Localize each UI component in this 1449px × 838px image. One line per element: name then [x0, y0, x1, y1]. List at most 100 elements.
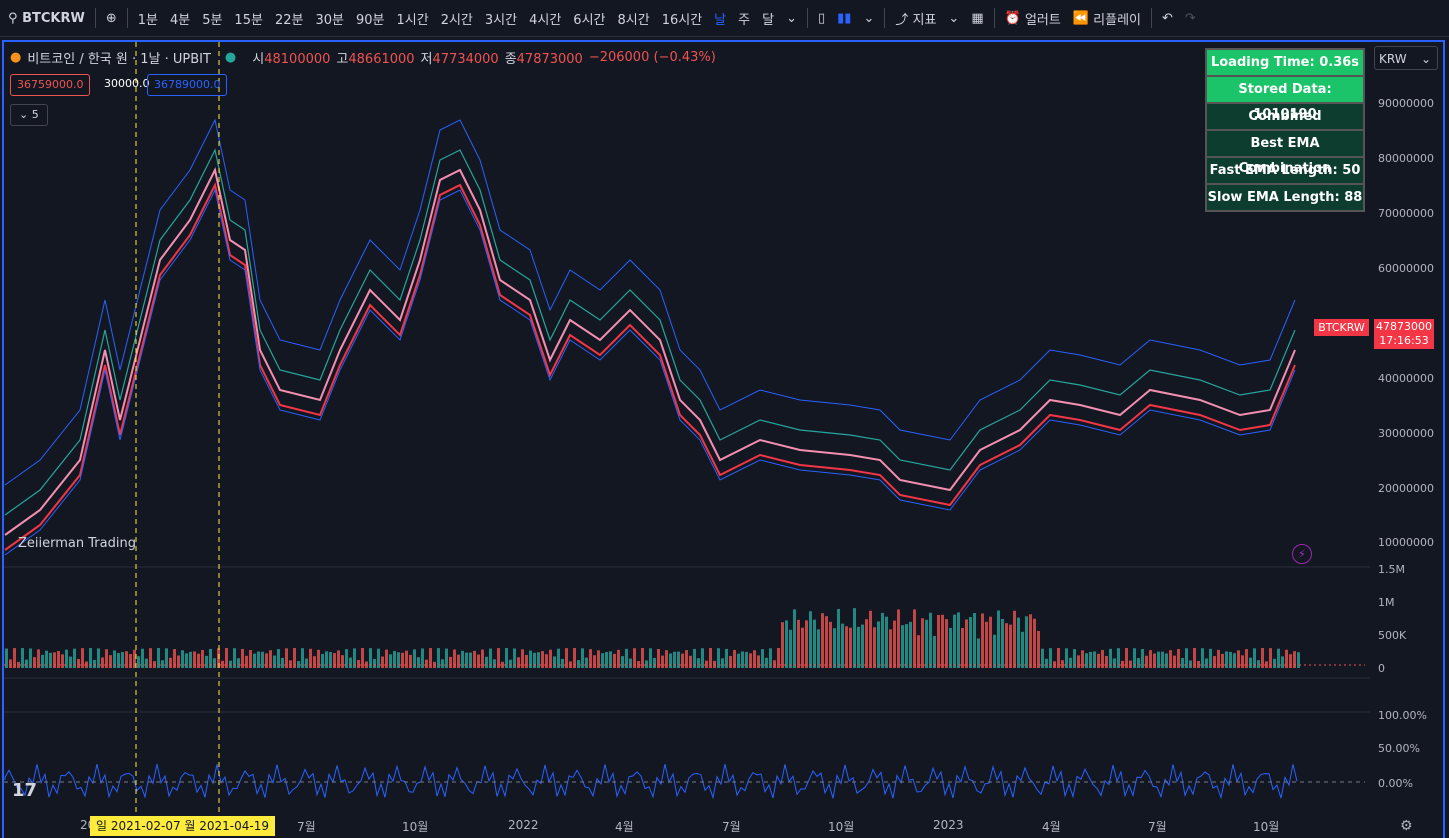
- symbol-label: BTCKRW: [22, 10, 85, 26]
- interval-button[interactable]: 1시간: [396, 12, 429, 28]
- volume-bar: [665, 650, 668, 668]
- price-label: 80000000: [1378, 152, 1434, 165]
- volume-bar: [333, 653, 336, 668]
- alert-button[interactable]: ⏰ 얼러트: [999, 0, 1067, 36]
- volume-bar: [133, 649, 136, 668]
- chart-type-dropdown[interactable]: ⌄: [857, 0, 880, 36]
- volume-bar: [1173, 655, 1176, 668]
- bar-style-button[interactable]: ▯: [812, 0, 831, 36]
- price-axis[interactable]: 9000000080000000700000006000000050000000…: [1370, 40, 1449, 838]
- volume-bar: [93, 659, 96, 668]
- volume-bar: [1073, 649, 1076, 668]
- undo-button[interactable]: ↶: [1156, 0, 1179, 36]
- interval-dropdown[interactable]: ⌄: [780, 0, 803, 36]
- info-slow-ema: Slow EMA Length: 88: [1207, 190, 1363, 205]
- volume-bar: [997, 610, 1000, 668]
- high-label: 고: [336, 52, 349, 67]
- volume-bar: [1237, 650, 1240, 668]
- volume-bar: [1273, 658, 1276, 668]
- tradingview-logo[interactable]: 17: [12, 780, 38, 801]
- time-label: 2022: [508, 818, 539, 832]
- volume-bar: [745, 651, 748, 668]
- volume-bar: [17, 661, 20, 668]
- volume-bar: [225, 648, 228, 668]
- volume-bar: [329, 652, 332, 668]
- interval-button[interactable]: 3시간: [484, 12, 518, 28]
- interval-button[interactable]: 15분: [234, 12, 263, 28]
- interval-button[interactable]: 16시간: [661, 12, 703, 28]
- price-series: [4, 148, 1296, 516]
- volume-bar: [517, 657, 520, 668]
- interval-button[interactable]: 22분: [274, 12, 304, 28]
- settings-gear-icon[interactable]: ⚙: [1400, 818, 1413, 834]
- currency-label: KRW: [1379, 52, 1407, 66]
- interval-button[interactable]: 30분: [315, 12, 344, 28]
- volume-bar: [41, 654, 44, 668]
- volume-bar: [1209, 648, 1212, 668]
- volume-bar: [613, 653, 616, 668]
- replay-button[interactable]: ⏪ 리플레이: [1067, 0, 1147, 36]
- volume-bar: [1225, 651, 1228, 668]
- volume-bar: [141, 648, 144, 668]
- volume-bar: [361, 648, 364, 668]
- open-label: 시: [252, 52, 265, 67]
- interval-button[interactable]: 4분: [169, 12, 191, 28]
- volume-bar: [1141, 648, 1144, 668]
- volume-bar: [9, 659, 12, 668]
- interval-button[interactable]: 5분: [202, 12, 223, 28]
- currency-select[interactable]: KRW ⌄: [1374, 46, 1438, 70]
- interval-button[interactable]: 주: [738, 12, 751, 28]
- symbol-search-button[interactable]: ⚲ BTCKRW: [0, 0, 91, 36]
- volume-bar: [277, 649, 280, 668]
- volume-label: 0: [1378, 662, 1385, 675]
- lightning-icon[interactable]: ⚡: [1292, 544, 1312, 564]
- candle-style-button[interactable]: ▮▮: [831, 0, 857, 36]
- volume-bar: [1133, 648, 1136, 668]
- interval-button[interactable]: 8시간: [617, 12, 650, 28]
- volume-bar: [313, 656, 316, 668]
- volume-bar: [1289, 654, 1292, 668]
- volume-bar: [205, 655, 208, 668]
- volume-bar: [789, 629, 792, 668]
- interval-button[interactable]: 날: [714, 12, 727, 28]
- interval-button[interactable]: 1분: [137, 12, 158, 28]
- indicators-button[interactable]: ⤴ 지표: [889, 0, 942, 36]
- volume-bar: [37, 649, 40, 668]
- search-icon: ⚲: [8, 10, 23, 26]
- interval-button[interactable]: 4시간: [529, 12, 562, 28]
- volume-bar: [497, 648, 500, 668]
- bar-countdown: 17:16:53: [1379, 334, 1429, 347]
- volume-bar: [317, 649, 320, 668]
- bars-icon: ▯: [817, 10, 826, 26]
- volume-bar: [897, 609, 900, 668]
- volume-bar: [977, 638, 980, 668]
- interval-button[interactable]: 90분: [355, 12, 385, 28]
- interval-button[interactable]: 6시간: [573, 12, 606, 28]
- layout-button[interactable]: ▦: [965, 0, 989, 36]
- volume-bar: [873, 627, 876, 668]
- divider: [94, 8, 96, 28]
- volume-bar: [81, 648, 84, 668]
- volume-bar: [733, 649, 736, 668]
- legend-collapse-button[interactable]: ⌄ 5: [10, 104, 48, 126]
- volume-bar: [1093, 651, 1096, 668]
- volume-bar: [909, 621, 912, 668]
- interval-button[interactable]: 2시간: [440, 12, 473, 28]
- volume-bar: [953, 614, 956, 668]
- volume-bar: [741, 651, 744, 668]
- interval-button[interactable]: 달: [762, 12, 775, 28]
- redo-button[interactable]: ↷: [1179, 0, 1202, 36]
- volume-bar: [629, 658, 632, 668]
- volume-bar: [1245, 649, 1248, 668]
- lower-band-line: [4, 188, 1296, 556]
- volume-bar: [1293, 651, 1296, 668]
- divider: [884, 8, 886, 28]
- volume-bar: [53, 652, 56, 668]
- compare-button[interactable]: ⊕: [100, 0, 123, 36]
- indicators-dropdown[interactable]: ⌄: [942, 0, 965, 36]
- volume-bar: [1005, 623, 1008, 668]
- volume-bar: [565, 648, 568, 668]
- volume-bar: [773, 660, 776, 668]
- volume-bar: [281, 657, 284, 668]
